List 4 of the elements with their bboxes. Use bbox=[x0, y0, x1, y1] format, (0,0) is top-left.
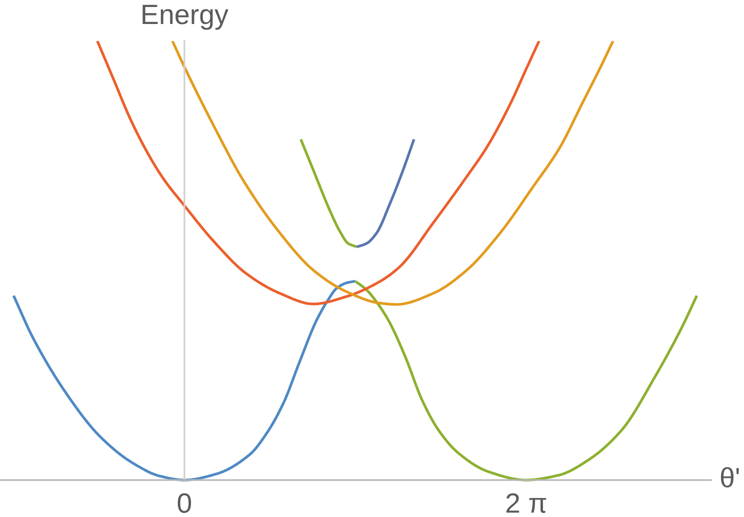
x-tick-label: 0 bbox=[178, 493, 192, 513]
y-axis-title: Energy bbox=[142, 4, 228, 30]
x-axis-title: θ' bbox=[720, 467, 739, 488]
x-tick-label: 2 π bbox=[506, 493, 546, 513]
